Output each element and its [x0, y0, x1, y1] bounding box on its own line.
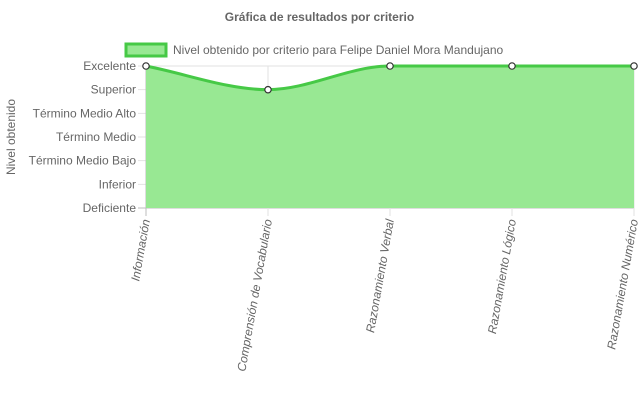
legend[interactable]: Nivel obtenido por criterio para Felipe …	[124, 42, 504, 58]
x-tick-label: Razonamiento Verbal	[363, 218, 397, 334]
y-tick-labels: Deficiente Inferior Término Medio Bajo Térm…	[29, 59, 137, 215]
data-point[interactable]	[264, 85, 272, 94]
y-tick-label: Término Medio	[56, 130, 136, 144]
x-tick-label: Razonamiento Numérico	[604, 218, 639, 351]
legend-label: Nivel obtenido por criterio para Felipe …	[173, 43, 504, 57]
y-axis-label: Nivel obtenido	[4, 99, 18, 175]
data-points	[142, 62, 638, 94]
x-tick-label: Información	[128, 218, 153, 282]
y-tick-label: Excelente	[83, 59, 136, 73]
data-point[interactable]	[630, 62, 638, 70]
y-tick-label: Inferior	[99, 177, 136, 191]
chart-title: Gráfica de resultados por criterio	[225, 10, 414, 24]
legend-swatch	[124, 42, 168, 58]
x-tick-labels: Información Comprensión de Vocabulario Raz…	[128, 218, 639, 373]
y-tick-label: Deficiente	[83, 201, 137, 215]
series-area	[146, 66, 634, 208]
y-tick-label: Término Medio Bajo	[29, 154, 137, 168]
data-point[interactable]	[142, 62, 150, 70]
data-point[interactable]	[508, 62, 516, 70]
y-tick-label: Superior	[91, 83, 136, 97]
x-tick-label: Comprensión de Vocabulario	[234, 218, 275, 373]
y-tick-label: Término Medio Alto	[33, 106, 137, 120]
data-point[interactable]	[386, 62, 394, 70]
x-tick-label: Razonamiento Lógico	[485, 218, 519, 335]
